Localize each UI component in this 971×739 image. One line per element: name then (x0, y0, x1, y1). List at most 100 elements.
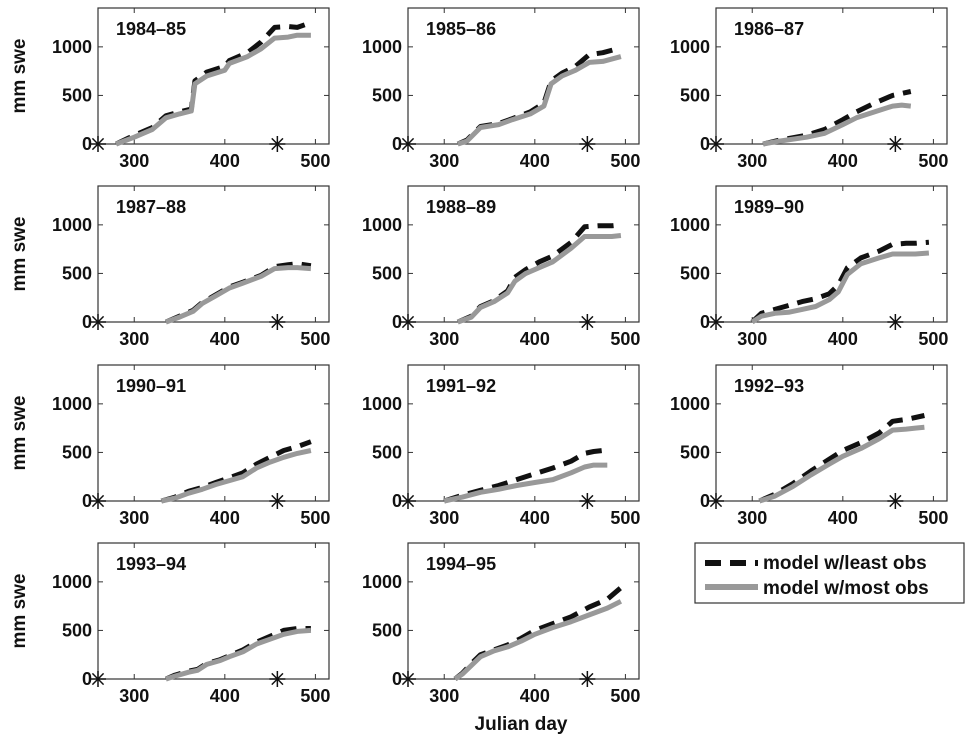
series-line-most (160, 448, 312, 504)
asterisk-marker (400, 493, 416, 509)
y-tick-label: 0 (392, 491, 402, 511)
panel-title: 1989–90 (734, 197, 804, 217)
panel: 0 500 1000 300 400 500 1989–90 (670, 185, 948, 349)
x-tick-label: 500 (610, 686, 640, 706)
x-tick-label: 400 (828, 151, 858, 171)
panel-title: 1994–95 (426, 554, 496, 574)
y-tick-label: 0 (392, 134, 402, 154)
x-tick-label: 400 (520, 508, 550, 528)
x-tick-label: 500 (610, 329, 640, 349)
y-tick-label: 500 (62, 263, 92, 283)
x-tick-label: 500 (918, 508, 948, 528)
x-tick-label: 400 (210, 508, 240, 528)
asterisk-marker (269, 314, 286, 330)
x-tick-label: 500 (300, 686, 330, 706)
asterisk-marker (708, 493, 724, 509)
x-axis-label: Julian day (475, 714, 568, 735)
series-line-most (165, 265, 312, 325)
asterisk-marker (400, 136, 416, 152)
panel: 0 500 1000 300 400 500 1988–89 (362, 185, 640, 349)
panel: 0 500 1000 300 400 500 1994–95 (362, 542, 640, 706)
y-tick-label: 1000 (52, 215, 92, 235)
series-line-most (457, 54, 622, 147)
panel: 0 500 1000 300 400 500 1985–86 (362, 7, 640, 171)
asterisk-marker (887, 493, 904, 509)
asterisk-marker (579, 493, 596, 509)
x-tick-label: 500 (610, 151, 640, 171)
asterisk-marker (90, 314, 106, 330)
y-tick-label: 500 (62, 620, 92, 640)
x-tick-label: 400 (520, 151, 550, 171)
series-line-most (115, 32, 311, 147)
x-tick-label: 300 (429, 151, 459, 171)
y-tick-label: 0 (392, 312, 402, 332)
plot-area (715, 364, 948, 502)
x-tick-label: 500 (610, 508, 640, 528)
asterisk-marker (579, 671, 596, 687)
y-tick-label: 500 (680, 85, 710, 105)
plot-area (715, 7, 948, 145)
x-tick-label: 500 (300, 508, 330, 528)
x-tick-label: 400 (828, 508, 858, 528)
series-line-least (164, 626, 311, 682)
plot-area (407, 7, 640, 145)
series-line-most (456, 233, 622, 325)
plot-area (97, 542, 330, 680)
y-axis-label: mm swe (9, 574, 30, 649)
y-tick-label: 0 (82, 669, 92, 689)
panel-title: 1990–91 (116, 376, 186, 396)
legend-label-least: model w/least obs (763, 553, 927, 574)
series-line-most (453, 599, 623, 682)
series-line-least (453, 585, 623, 681)
series-line-least (115, 20, 312, 147)
panel-title: 1993–94 (116, 554, 186, 574)
series-line-most (750, 250, 930, 325)
x-tick-label: 500 (300, 329, 330, 349)
y-tick-label: 500 (372, 85, 402, 105)
x-tick-label: 300 (429, 508, 459, 528)
asterisk-marker (708, 314, 724, 330)
legend: model w/least obs model w/most obs (694, 542, 965, 604)
panel: 0 500 1000 300 400 500 1990–91 mm swe (9, 364, 330, 528)
y-tick-label: 500 (680, 442, 710, 462)
x-tick-label: 400 (210, 329, 240, 349)
x-tick-label: 400 (520, 686, 550, 706)
y-tick-label: 0 (700, 134, 710, 154)
x-tick-label: 300 (119, 686, 149, 706)
asterisk-marker (400, 671, 416, 687)
x-tick-label: 500 (918, 329, 948, 349)
series-line-most (762, 102, 912, 147)
y-tick-label: 0 (82, 312, 92, 332)
panel: 0 500 1000 300 400 500 1987–88 mm swe (9, 185, 330, 349)
asterisk-marker (269, 493, 286, 509)
panel-title: 1985–86 (426, 19, 496, 39)
series-line-most (758, 424, 925, 504)
x-tick-label: 300 (119, 508, 149, 528)
series-line-most (165, 627, 312, 682)
asterisk-marker (887, 314, 904, 330)
y-tick-label: 1000 (670, 37, 710, 57)
x-tick-label: 400 (210, 151, 240, 171)
x-tick-label: 300 (429, 329, 459, 349)
y-tick-label: 1000 (670, 215, 710, 235)
y-tick-label: 0 (82, 491, 92, 511)
asterisk-marker (90, 493, 106, 509)
y-tick-label: 1000 (52, 394, 92, 414)
y-tick-label: 500 (372, 442, 402, 462)
plot-area (97, 364, 330, 502)
x-tick-label: 300 (737, 329, 767, 349)
y-tick-label: 0 (700, 312, 710, 332)
series-line-most (443, 462, 608, 504)
y-tick-label: 1000 (52, 37, 92, 57)
panel: 0 500 1000 300 400 500 1992–93 (670, 364, 948, 528)
plot-area (407, 185, 640, 323)
x-tick-label: 500 (918, 151, 948, 171)
y-tick-label: 1000 (670, 394, 710, 414)
x-tick-label: 300 (737, 508, 767, 528)
asterisk-marker (579, 314, 596, 330)
x-tick-label: 400 (210, 686, 240, 706)
y-axis-label: mm swe (9, 217, 30, 292)
y-tick-label: 0 (700, 491, 710, 511)
panel-title: 1987–88 (116, 197, 186, 217)
